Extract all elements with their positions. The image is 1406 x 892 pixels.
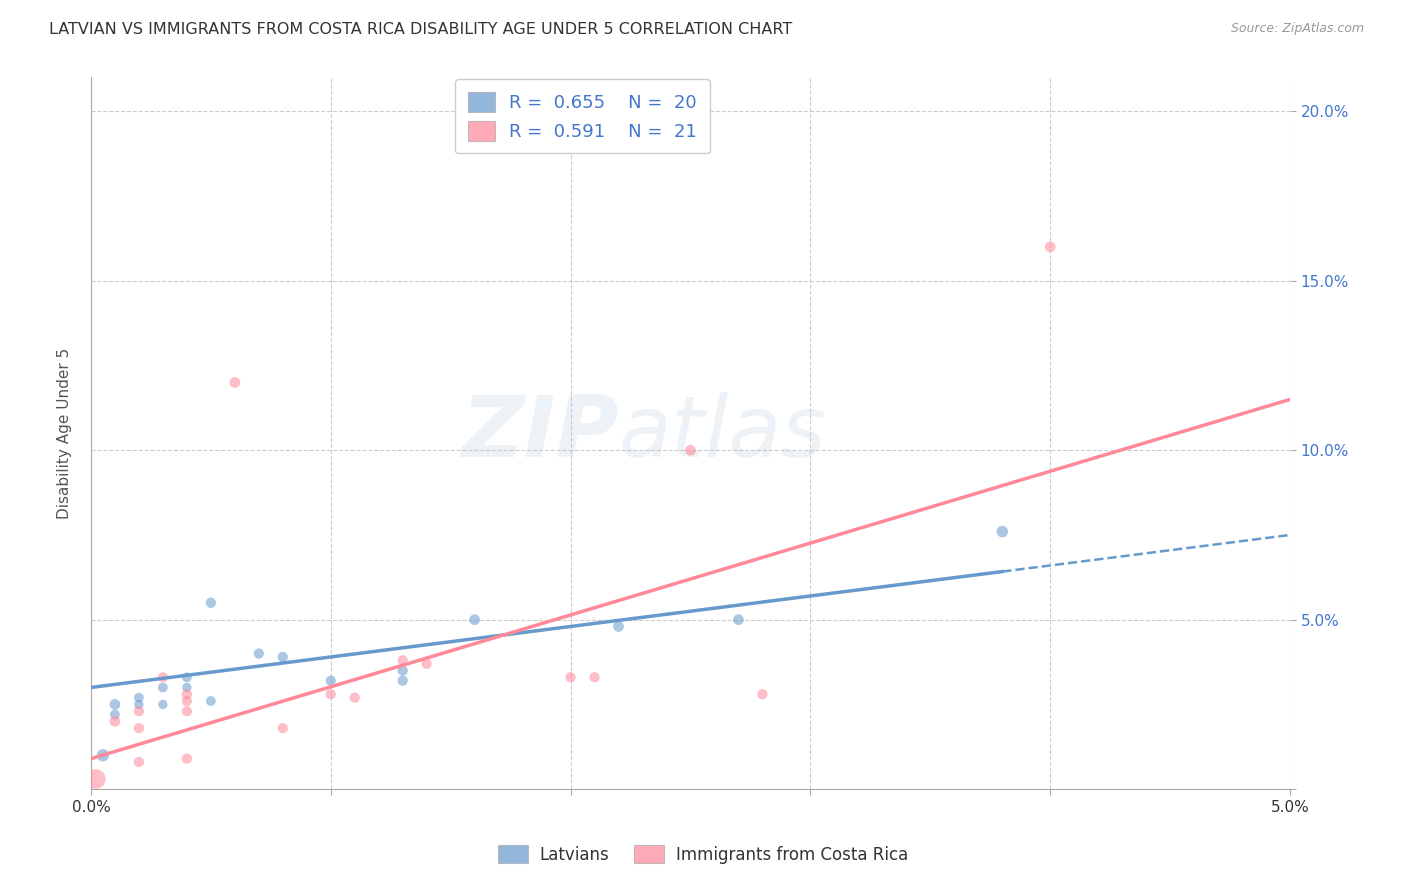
Point [319, 687, 342, 701]
Point [128, 721, 150, 735]
Point [152, 698, 174, 712]
Point [247, 647, 270, 661]
Point [176, 670, 198, 684]
Point [176, 681, 198, 695]
Point [91, 748, 114, 763]
Point [391, 673, 413, 688]
Text: Source: ZipAtlas.com: Source: ZipAtlas.com [1230, 22, 1364, 36]
Point [464, 613, 486, 627]
Point [319, 673, 342, 688]
Point [415, 657, 437, 671]
Point [583, 670, 606, 684]
Point [224, 376, 246, 390]
Point [104, 698, 127, 712]
Point [176, 687, 198, 701]
Point [200, 596, 222, 610]
Point [128, 698, 150, 712]
Point [727, 613, 749, 627]
Point [560, 670, 582, 684]
Point [991, 524, 1014, 539]
Point [271, 721, 294, 735]
Point [391, 653, 413, 667]
Point [343, 690, 366, 705]
Point [84, 772, 107, 786]
Point [679, 443, 702, 458]
Point [128, 690, 150, 705]
Text: LATVIAN VS IMMIGRANTS FROM COSTA RICA DISABILITY AGE UNDER 5 CORRELATION CHART: LATVIAN VS IMMIGRANTS FROM COSTA RICA DI… [49, 22, 793, 37]
Point [104, 714, 127, 729]
Point [104, 707, 127, 722]
Point [1039, 240, 1062, 254]
Point [152, 681, 174, 695]
Legend: Latvians, Immigrants from Costa Rica: Latvians, Immigrants from Costa Rica [491, 838, 915, 871]
Point [128, 755, 150, 769]
Point [391, 664, 413, 678]
Point [200, 694, 222, 708]
Point [271, 650, 294, 665]
Text: ZIP: ZIP [461, 392, 619, 475]
Point [607, 619, 630, 633]
Point [176, 694, 198, 708]
Text: atlas: atlas [619, 392, 827, 475]
Point [128, 704, 150, 718]
Point [176, 751, 198, 765]
Y-axis label: Disability Age Under 5: Disability Age Under 5 [58, 348, 72, 519]
Point [751, 687, 773, 701]
Legend: R =  0.655    N =  20, R =  0.591    N =  21: R = 0.655 N = 20, R = 0.591 N = 21 [456, 79, 710, 153]
Point [176, 704, 198, 718]
Point [152, 670, 174, 684]
